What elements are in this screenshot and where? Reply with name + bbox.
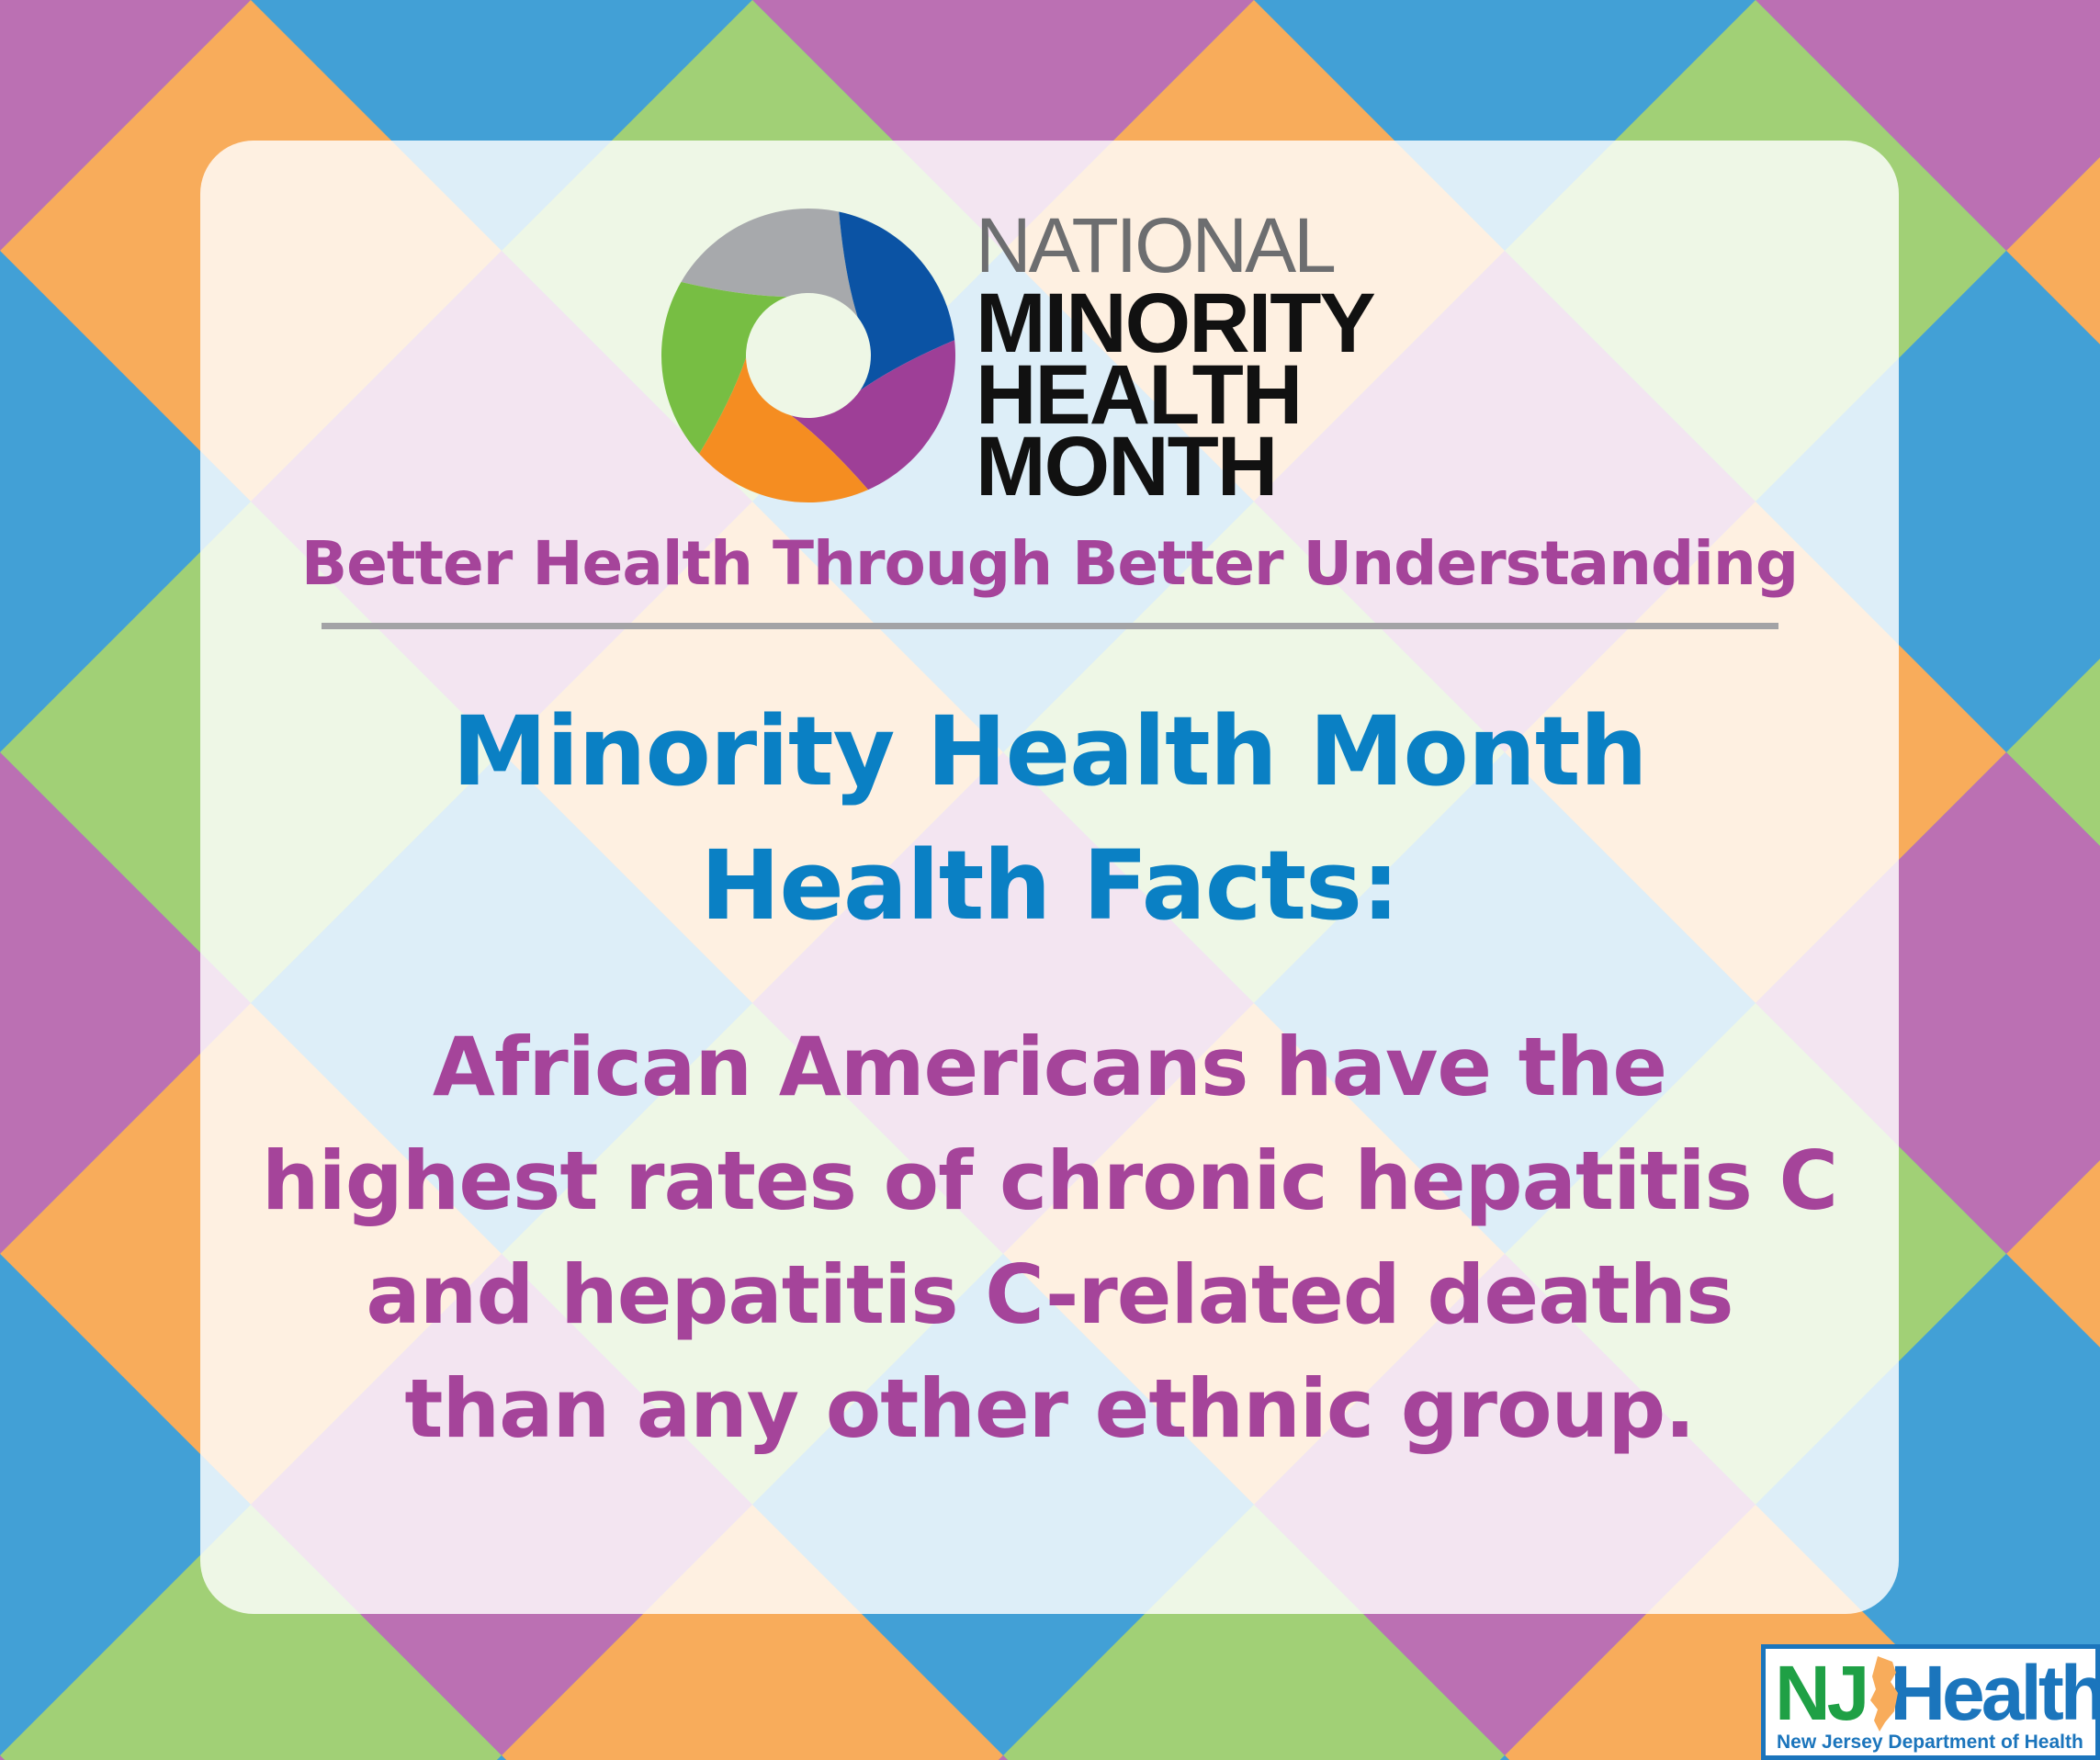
- health-fact: African Americans have the highest rates…: [200, 1010, 1899, 1466]
- background-diamond: [752, 0, 1254, 251]
- ring-segment: [791, 340, 955, 491]
- background-diamond: [1254, 0, 1756, 251]
- background-diamond: [0, 251, 251, 752]
- minority-health-ring-logo-icon: [661, 208, 955, 502]
- background-diamond: [0, 1254, 251, 1755]
- nj-logo-nj: NJ: [1775, 1650, 1869, 1736]
- ring-segment: [661, 282, 787, 455]
- background-diamond: [2006, 1160, 2100, 1348]
- fact-line-2: highest rates of chronic hepatitis C: [261, 1134, 1838, 1228]
- content-card: [200, 141, 1899, 1614]
- divider: [322, 623, 1778, 629]
- logo-national: NATIONAL: [976, 202, 1337, 288]
- background-diamond: [1500, 1755, 1509, 1760]
- background-diamond: [2006, 659, 2100, 846]
- background-diamond: [2006, 157, 2100, 344]
- fact-line-3: and hepatitis C-related deaths: [366, 1247, 1733, 1342]
- ring-segment: [681, 208, 858, 318]
- ring-segment: [839, 211, 955, 391]
- logo-health: HEALTH: [976, 348, 1303, 442]
- background-diamond: [251, 0, 752, 251]
- tagline: Better Health Through Better Understandi…: [300, 528, 1799, 599]
- logo-month: MONTH: [976, 420, 1278, 513]
- background-diamond: [1756, 251, 2100, 752]
- nmhm-logo-text: NATIONAL MINORITY HEALTH MONTH: [976, 202, 1376, 513]
- background-diamond: [1003, 1505, 1505, 1760]
- page-title: Minority Health Month Health Facts:: [200, 684, 1899, 953]
- logo-minority: MINORITY: [976, 276, 1376, 370]
- background-diamond: [0, 1755, 5, 1760]
- nj-logo-subtitle: New Jersey Department of Health: [1777, 1732, 2083, 1753]
- title-line-2: Health Facts:: [700, 829, 1399, 942]
- title-line-1: Minority Health Month: [452, 695, 1647, 807]
- fact-line-4: than any other ethnic group.: [404, 1361, 1695, 1456]
- fact-line-1: African Americans have the: [432, 1020, 1667, 1114]
- new-jersey-state-icon: [1870, 1656, 1898, 1732]
- ring-segment: [699, 357, 869, 502]
- nj-health-logo: NJ Health New Jersey Department of Health: [1761, 1644, 2100, 1760]
- background-diamond: [497, 1755, 506, 1760]
- background-diamond: [1756, 752, 2100, 1254]
- background-diamond: [0, 752, 251, 1254]
- background-diamond: [0, 1505, 502, 1760]
- background-diamond: [502, 1505, 1003, 1760]
- nj-logo-health: Health: [1890, 1650, 2100, 1736]
- background-diamond: [1756, 1254, 2100, 1755]
- background-diamond: [999, 1755, 1008, 1760]
- background-diamond: [1756, 0, 2100, 251]
